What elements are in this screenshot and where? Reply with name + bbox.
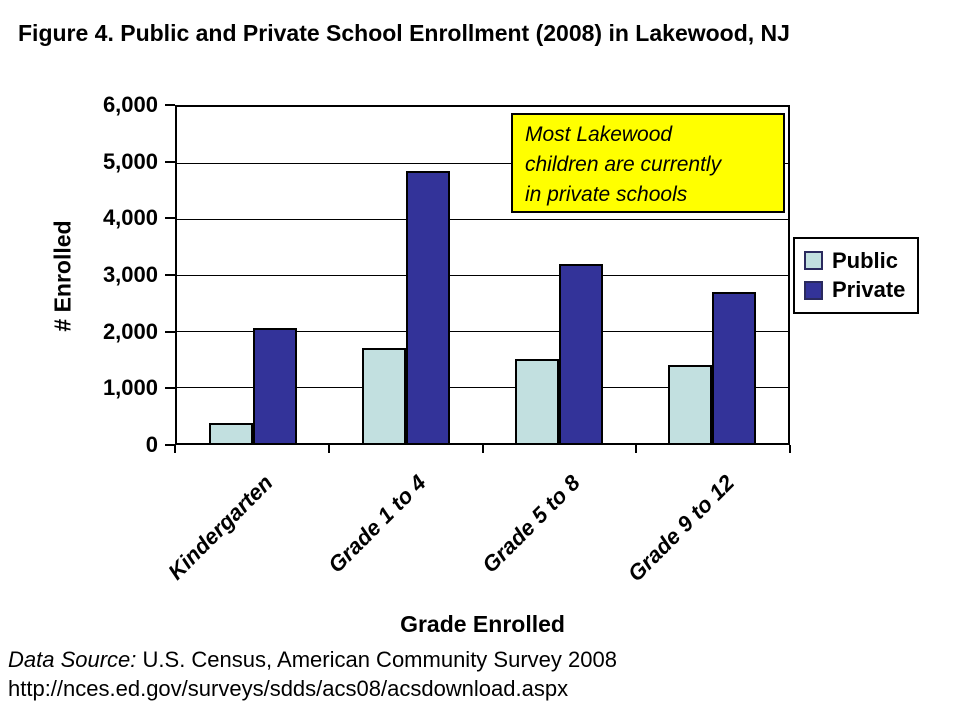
figure-title: Figure 4. Public and Private School Enro…	[18, 20, 790, 46]
data-source-footer: Data Source: U.S. Census, American Commu…	[8, 645, 617, 703]
bar-private-1	[253, 328, 298, 443]
y-axis-tick	[165, 330, 175, 333]
annotation-callout: Most Lakewood children are currently in …	[511, 113, 785, 213]
x-axis-title: Grade Enrolled	[400, 611, 565, 637]
bar-public-1	[209, 423, 254, 443]
y-axis-tick	[165, 444, 175, 446]
legend-swatch-public	[804, 251, 823, 271]
y-axis-tick-label: 4,000	[102, 205, 158, 231]
y-axis-tick-label: 6,000	[102, 92, 158, 117]
x-axis-tick	[635, 445, 638, 453]
legend-label-public: Public	[832, 247, 899, 273]
bar-private-3	[558, 264, 603, 443]
y-axis-tick-label: 1,000	[102, 375, 158, 401]
x-axis-label: Grade 9 to 12	[622, 470, 739, 587]
y-axis-tick-label: 0	[145, 432, 158, 457]
annotation-line: children are currently	[525, 153, 722, 176]
x-axis-tick	[174, 445, 176, 453]
bar-private-4	[711, 292, 756, 443]
y-axis-tick	[165, 387, 175, 390]
y-axis-tick-label: 3,000	[102, 262, 158, 287]
legend-item-private: Private	[804, 277, 908, 303]
data-source-line: Data Source: U.S. Census, American Commu…	[8, 645, 617, 674]
y-axis-tick	[165, 160, 175, 163]
legend: Public Private	[793, 237, 919, 314]
x-axis-label: Kindergarten	[163, 470, 278, 585]
data-source-text: U.S. Census, American Community Survey 2…	[136, 647, 617, 672]
bar-private-2	[406, 171, 451, 443]
gridline	[177, 163, 788, 164]
y-axis-tick-label: 2,000	[102, 318, 158, 344]
data-source-url: http://nces.ed.gov/surveys/sdds/acs08/ac…	[8, 676, 569, 701]
y-axis-tick	[165, 274, 175, 276]
legend-item-public: Public	[804, 248, 908, 274]
gridline	[177, 331, 788, 332]
x-axis-label: Grade 1 to 4	[323, 470, 432, 578]
y-axis-tick	[165, 217, 175, 220]
data-source-label: Data Source:	[8, 647, 137, 672]
x-axis-tick	[789, 445, 791, 453]
y-axis-tick-label: 5,000	[102, 148, 158, 174]
y-axis-tick	[165, 104, 175, 106]
legend-label-private: Private	[832, 277, 906, 303]
bar-public-2	[362, 348, 407, 443]
gridline	[177, 275, 788, 276]
x-axis-tick	[327, 445, 330, 453]
legend-swatch-private	[804, 280, 823, 300]
gridline	[177, 387, 788, 388]
annotation-line: Most Lakewood	[525, 123, 673, 146]
bar-public-4	[667, 365, 712, 443]
annotation-line: in private schools	[525, 183, 688, 206]
x-axis-label: Grade 5 to 8	[477, 470, 586, 578]
x-axis-tick	[481, 445, 484, 453]
gridline	[177, 219, 788, 220]
bar-public-3	[514, 359, 559, 443]
